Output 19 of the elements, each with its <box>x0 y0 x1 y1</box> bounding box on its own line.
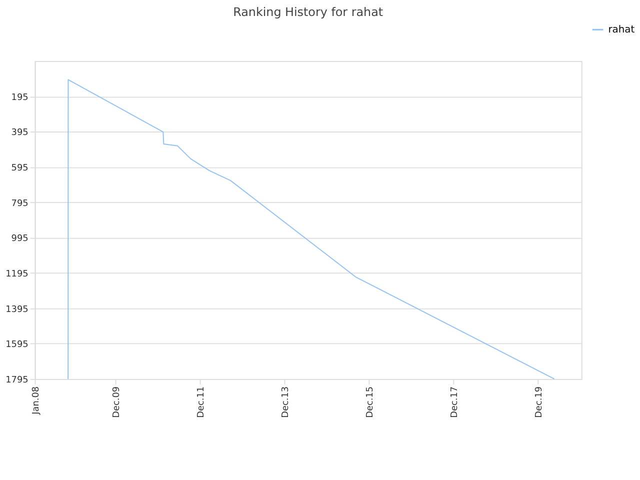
line-series <box>68 79 555 380</box>
x-tick-label: Dec.15 <box>366 386 376 418</box>
y-tick-label: 995 <box>11 234 28 244</box>
x-tick-label: Dec.13 <box>281 386 292 418</box>
y-tick-label: 1795 <box>6 375 28 386</box>
y-tick-label: 1195 <box>6 269 28 280</box>
x-tick-label: Dec.11 <box>196 386 207 418</box>
x-tick-label: Dec.17 <box>450 386 460 418</box>
y-tick-label: 395 <box>11 128 28 138</box>
y-tick-label: 795 <box>11 198 28 209</box>
x-tick-label: Dec.09 <box>112 386 122 418</box>
x-tick-label: Jan.08 <box>31 386 42 416</box>
y-tick-label: 1595 <box>6 340 28 350</box>
chart-title: Ranking History for rahat <box>233 5 384 20</box>
y-tick-label: 1395 <box>6 304 28 315</box>
legend-label: rahat <box>608 24 635 36</box>
y-tick-label: 595 <box>11 163 28 174</box>
y-tick-label: 195 <box>11 92 28 103</box>
x-tick-label: Dec.19 <box>534 386 544 418</box>
